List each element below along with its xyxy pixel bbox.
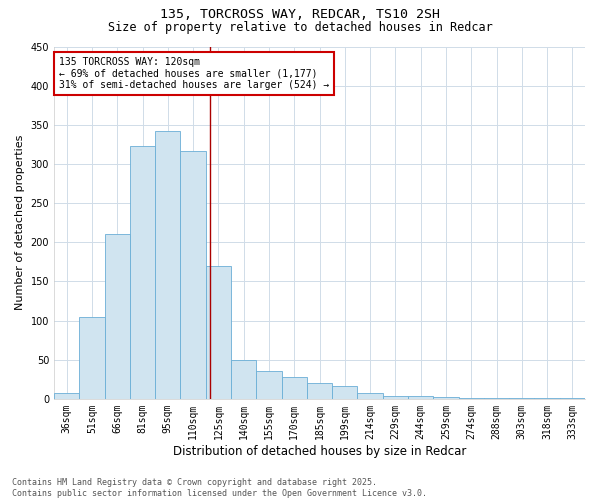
Text: 135, TORCROSS WAY, REDCAR, TS10 2SH: 135, TORCROSS WAY, REDCAR, TS10 2SH — [160, 8, 440, 20]
Bar — [509, 398, 535, 399]
Bar — [307, 383, 332, 399]
Text: Contains HM Land Registry data © Crown copyright and database right 2025.
Contai: Contains HM Land Registry data © Crown c… — [12, 478, 427, 498]
Bar — [484, 398, 509, 399]
Text: 135 TORCROSS WAY: 120sqm
← 69% of detached houses are smaller (1,177)
31% of sem: 135 TORCROSS WAY: 120sqm ← 69% of detach… — [59, 57, 329, 90]
Bar — [383, 396, 408, 399]
Bar — [231, 360, 256, 399]
Text: Size of property relative to detached houses in Redcar: Size of property relative to detached ho… — [107, 21, 493, 34]
Bar — [104, 234, 130, 399]
Bar — [332, 386, 358, 399]
Bar — [281, 377, 307, 399]
Bar — [130, 146, 155, 399]
Bar — [155, 131, 181, 399]
Bar — [358, 392, 383, 399]
X-axis label: Distribution of detached houses by size in Redcar: Distribution of detached houses by size … — [173, 444, 466, 458]
Bar — [408, 396, 433, 399]
Bar — [433, 398, 458, 399]
Bar — [256, 372, 281, 399]
Bar — [535, 398, 560, 399]
Bar — [181, 150, 206, 399]
Bar — [54, 394, 79, 399]
Bar — [560, 398, 585, 399]
Bar — [79, 316, 104, 399]
Y-axis label: Number of detached properties: Number of detached properties — [15, 135, 25, 310]
Bar — [206, 266, 231, 399]
Bar — [458, 398, 484, 399]
